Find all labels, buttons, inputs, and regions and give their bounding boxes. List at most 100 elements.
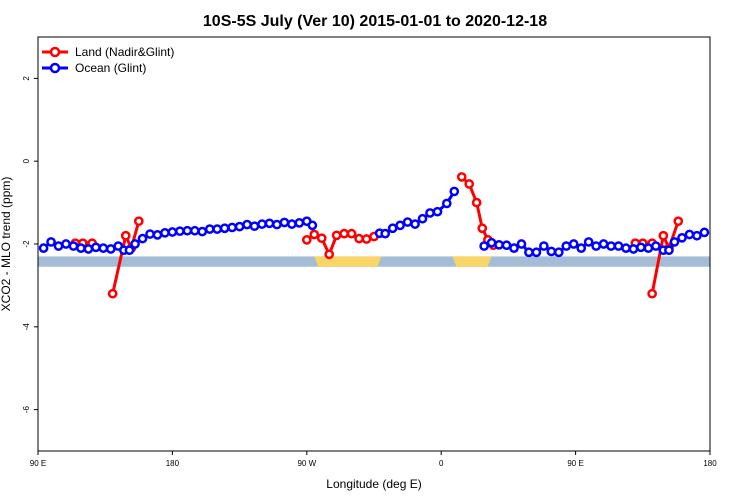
data-point-ocean [576, 243, 587, 253]
data-point-ocean [294, 218, 305, 228]
chart-title: 10S-5S July (Ver 10) 2015-01-01 to 2020-… [203, 13, 547, 30]
y-tick-label: -6 [22, 405, 31, 413]
data-point-ocean [234, 221, 245, 232]
data-point-land [339, 228, 349, 239]
data-point-land [301, 235, 312, 245]
data-point-ocean [307, 220, 318, 231]
series-ocean [38, 186, 710, 258]
series-line-land-1 [111, 220, 141, 295]
data-point-land [331, 230, 342, 241]
data-point-ocean [38, 243, 49, 253]
data-point-ocean [137, 233, 148, 244]
data-point-ocean [417, 213, 428, 224]
data-point-land [316, 233, 327, 244]
y-axis-label: XCO2 - MLO trend (ppm) [0, 177, 13, 312]
data-point-ocean [68, 241, 79, 251]
data-point-ocean [539, 241, 549, 251]
data-point-ocean [279, 217, 290, 228]
data-point-land [354, 233, 364, 244]
data-point-land [346, 228, 357, 239]
data-point-ocean [387, 223, 398, 234]
data-point-land [471, 197, 482, 208]
data-point-ocean [402, 217, 413, 227]
x-tick-label: 90 E [30, 459, 46, 468]
data-point-ocean [145, 229, 155, 239]
data-point-ocean [651, 241, 661, 251]
legend-marker-ocean [49, 62, 61, 74]
data-point-ocean [598, 239, 609, 249]
data-point-ocean [175, 226, 185, 237]
data-point-land [361, 234, 372, 244]
x-tick-label: 180 [703, 459, 717, 468]
data-point-ocean [441, 198, 452, 209]
data-point-ocean [410, 219, 420, 229]
data-point-ocean [46, 237, 56, 247]
data-point-ocean [257, 219, 267, 229]
data-point-ocean [669, 237, 680, 247]
data-point-ocean [486, 237, 497, 248]
data-point-land [456, 172, 467, 182]
legend-label-ocean: Ocean (Glint) [75, 61, 146, 75]
data-point-ocean [516, 239, 527, 249]
data-point-ocean [501, 240, 512, 251]
data-point-ocean [621, 243, 631, 253]
legend-marker-land [49, 46, 61, 58]
data-point-ocean [249, 221, 260, 232]
data-point-ocean [91, 242, 101, 253]
y-tick-label: 2 [22, 76, 31, 81]
data-point-ocean [531, 247, 542, 258]
data-point-ocean [124, 245, 135, 256]
data-point-ocean [83, 244, 94, 254]
data-point-ocean [380, 228, 391, 239]
data-point-ocean [395, 220, 405, 231]
data-point-ocean [561, 241, 572, 251]
data-point-ocean [643, 243, 654, 253]
data-point-land [133, 216, 144, 227]
x-tick-label: 90 E [567, 459, 583, 468]
data-point-ocean [272, 219, 282, 230]
data-point-land [647, 288, 657, 299]
legend-label-land: Land (Nadir&Glint) [75, 45, 174, 59]
y-tick-label: -4 [22, 323, 31, 331]
data-point-ocean [692, 230, 702, 241]
data-point-ocean [76, 243, 86, 253]
data-point-ocean [264, 218, 275, 229]
data-point-land [477, 223, 488, 234]
data-point-ocean [219, 223, 230, 234]
data-point-ocean [449, 186, 460, 197]
data-point-ocean [606, 241, 616, 251]
data-point-ocean [432, 206, 443, 217]
data-point-ocean [677, 232, 687, 243]
x-tick-label: 0 [439, 459, 444, 468]
data-point-ocean [509, 243, 519, 253]
data-point-ocean [494, 239, 504, 250]
data-point-ocean [568, 239, 579, 249]
data-point-ocean [684, 229, 695, 240]
y-tick-label: 0 [22, 158, 31, 163]
data-point-ocean [287, 219, 297, 229]
data-point-ocean [53, 241, 64, 251]
data-point-land [324, 249, 335, 260]
data-point-ocean [591, 241, 601, 251]
plot-area [38, 172, 710, 299]
data-point-land [120, 230, 131, 241]
data-point-ocean [664, 245, 674, 256]
data-point-ocean [479, 241, 489, 251]
data-point-ocean [699, 227, 710, 238]
data-point-ocean [227, 222, 237, 233]
data-point-land [673, 216, 684, 227]
data-point-ocean [583, 237, 594, 247]
x-tick-label: 90 W [297, 459, 316, 468]
data-point-ocean [105, 244, 116, 254]
data-point-land [107, 288, 118, 299]
x-axis-label: Longitude (deg E) [326, 477, 421, 491]
data-point-ocean [160, 227, 170, 238]
data-point-ocean [130, 239, 140, 249]
data-point-ocean [197, 226, 208, 237]
data-point-ocean [524, 247, 534, 258]
data-point-ocean [182, 225, 193, 236]
data-point-ocean [152, 230, 163, 240]
data-point-ocean [425, 208, 435, 218]
data-point-land [464, 179, 475, 189]
